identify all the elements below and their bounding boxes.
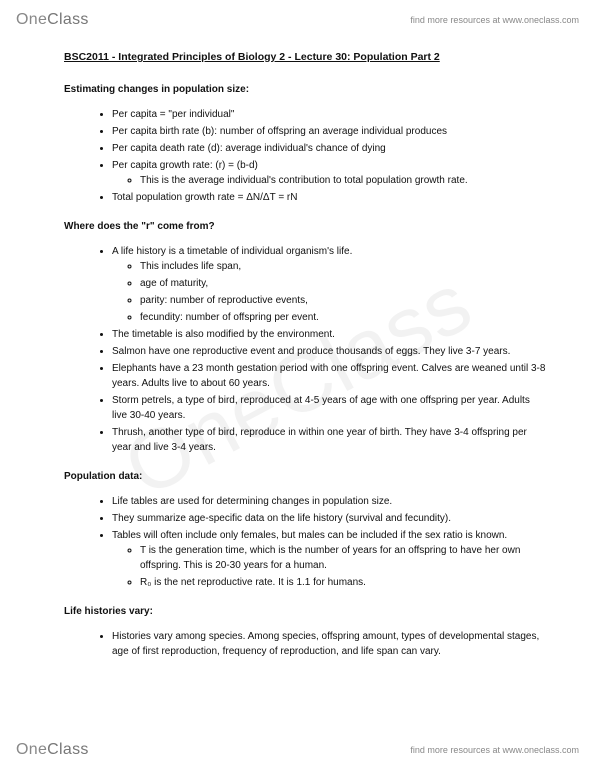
document-title: BSC2011 - Integrated Principles of Biolo… (64, 50, 547, 66)
list-item: The timetable is also modified by the en… (112, 327, 547, 342)
sub-bullet-list: T is the generation time, which is the n… (112, 543, 547, 590)
bullet-list: Per capita = "per individual" Per capita … (64, 107, 547, 205)
section-heading: Population data: (64, 469, 547, 484)
sub-bullet-list: This is the average individual's contrib… (112, 173, 547, 188)
list-item: Per capita birth rate (b): number of off… (112, 124, 547, 139)
resource-link-top: find more resources at www.oneclass.com (410, 15, 579, 25)
page-header: OneClass find more resources at www.onec… (0, 6, 595, 34)
bullet-list: Histories vary among species. Among spec… (64, 629, 547, 659)
resource-link-bottom: find more resources at www.oneclass.com (410, 745, 579, 755)
sub-list-item: This is the average individual's contrib… (140, 173, 547, 188)
sub-list-item: fecundity: number of offspring per event… (140, 310, 547, 325)
page-footer: OneClass find more resources at www.onec… (0, 736, 595, 764)
sections-container: Estimating changes in population size: Pe… (64, 82, 547, 659)
list-item: Life tables are used for determining cha… (112, 494, 547, 509)
list-item: Histories vary among species. Among spec… (112, 629, 547, 659)
list-item: Total population growth rate = ΔN/ΔT = r… (112, 190, 547, 205)
section-heading: Life histories vary: (64, 604, 547, 619)
list-item: A life history is a timetable of individ… (112, 244, 547, 325)
list-item: Storm petrels, a type of bird, reproduce… (112, 393, 547, 423)
document-content: BSC2011 - Integrated Principles of Biolo… (64, 50, 547, 663)
sub-bullet-list: This includes life span, age of maturity,… (112, 259, 547, 325)
sub-list-item: R₀ is the net reproductive rate. It is 1… (140, 575, 547, 590)
sub-list-item: This includes life span, (140, 259, 547, 274)
brand-part1: One (16, 11, 47, 28)
section-heading: Estimating changes in population size: (64, 82, 547, 97)
sub-list-item: T is the generation time, which is the n… (140, 543, 547, 573)
brand-part2-footer: Class (47, 741, 89, 758)
list-item: Per capita growth rate: (r) = (b-d)This … (112, 158, 547, 188)
bullet-list: Life tables are used for determining cha… (64, 494, 547, 590)
list-item: Salmon have one reproductive event and p… (112, 344, 547, 359)
list-item: Per capita death rate (d): average indiv… (112, 141, 547, 156)
list-item: Per capita = "per individual" (112, 107, 547, 122)
list-item: Elephants have a 23 month gestation peri… (112, 361, 547, 391)
list-item: Thrush, another type of bird, reproduce … (112, 425, 547, 455)
bullet-list: A life history is a timetable of individ… (64, 244, 547, 455)
brand-logo-footer: OneClass (16, 741, 89, 759)
sub-list-item: parity: number of reproductive events, (140, 293, 547, 308)
list-item: They summarize age-specific data on the … (112, 511, 547, 526)
section-heading: Where does the "r" come from? (64, 219, 547, 234)
brand-logo: OneClass (16, 11, 89, 29)
sub-list-item: age of maturity, (140, 276, 547, 291)
list-item: Tables will often include only females, … (112, 528, 547, 590)
brand-part2: Class (47, 11, 89, 28)
brand-part1-footer: One (16, 741, 47, 758)
